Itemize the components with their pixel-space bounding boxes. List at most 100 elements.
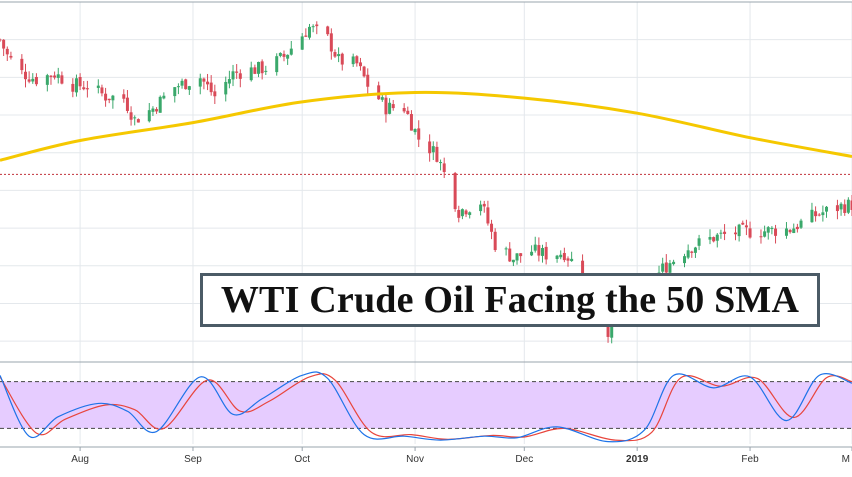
candle-down: [260, 61, 264, 74]
candle-up: [198, 78, 202, 87]
candle-down: [282, 53, 286, 57]
x-tick-label: Aug: [71, 454, 89, 465]
candle-down: [107, 98, 111, 101]
candle-down: [442, 163, 446, 173]
candle-down: [490, 223, 494, 232]
candle-up: [133, 117, 137, 119]
candle-down: [78, 77, 82, 87]
candle-up: [697, 238, 701, 246]
candle-down: [788, 229, 792, 233]
candle-down: [304, 35, 308, 37]
candle-down: [0, 39, 2, 41]
candle-down: [744, 225, 748, 228]
candle-up: [180, 80, 184, 86]
candle-up: [224, 81, 228, 95]
candle-down: [155, 109, 159, 112]
candle-down: [817, 214, 821, 216]
candle-down: [2, 39, 6, 49]
candle-up: [559, 254, 563, 258]
candle-up: [737, 224, 741, 237]
candle-down: [508, 248, 512, 262]
candle-up: [31, 78, 35, 82]
candle-up: [388, 102, 392, 114]
candle-down: [326, 26, 330, 35]
candle-down: [850, 200, 852, 210]
candle-down: [82, 87, 86, 90]
candle-down: [125, 97, 129, 111]
candle-down: [391, 104, 395, 109]
candle-down: [409, 114, 413, 131]
candle-up: [231, 71, 235, 80]
candle-up: [515, 253, 519, 261]
candle-up: [257, 61, 261, 74]
candle-down: [566, 258, 570, 261]
headline-text: WTI Crude Oil Facing the 50 SMA: [220, 279, 800, 321]
candle-down: [60, 75, 64, 84]
candle-down: [774, 228, 778, 236]
candle-up: [74, 78, 78, 93]
price-grid: [0, 1, 852, 448]
candle-down: [362, 66, 366, 77]
candle-down: [136, 119, 140, 123]
candle-down: [843, 204, 847, 213]
candle-down: [34, 76, 38, 85]
candle-up: [431, 146, 435, 153]
headline-box: WTI Crude Oil Facing the 50 SMA: [200, 273, 820, 327]
x-tick-label: Sep: [184, 454, 202, 465]
candle-down: [23, 71, 27, 80]
candle-down: [562, 252, 566, 261]
candle-down: [457, 209, 461, 218]
candle-down: [435, 146, 439, 162]
candle-up: [158, 96, 162, 113]
candle-down: [384, 97, 388, 115]
candle-down: [544, 246, 548, 260]
stochastic-fast-line: [0, 371, 852, 443]
candle-up: [686, 250, 690, 258]
candle-up: [147, 110, 151, 122]
x-tick-label: 2019: [626, 454, 649, 465]
candle-up: [784, 228, 788, 236]
candle-down: [213, 91, 217, 97]
candle-down: [417, 128, 421, 140]
candle-down: [377, 85, 381, 100]
candle-up: [504, 248, 508, 250]
candle-down: [690, 251, 694, 253]
candle-down: [741, 222, 745, 225]
stochastic-band: [0, 381, 852, 429]
candle-up: [275, 56, 279, 73]
candle-up: [672, 261, 676, 265]
candle-up: [286, 54, 290, 59]
candle-down: [100, 87, 104, 94]
candle-down: [486, 207, 490, 224]
stochastic-panel: [0, 371, 852, 443]
candle-down: [482, 203, 486, 207]
candle-down: [453, 172, 457, 210]
candle-down: [27, 79, 31, 82]
candle-down: [406, 110, 410, 114]
candle-down: [537, 245, 541, 256]
candle-up: [249, 67, 253, 81]
candle-down: [493, 231, 497, 251]
candle-up: [708, 237, 712, 240]
candle-down: [814, 211, 818, 217]
x-tick-label: Feb: [741, 454, 759, 465]
candle-down: [664, 262, 668, 273]
candle-up: [839, 203, 843, 210]
candle-up: [570, 258, 574, 262]
candle-up: [56, 74, 60, 78]
candle-down: [209, 82, 213, 93]
candle-down: [129, 112, 133, 120]
candle-down: [366, 74, 370, 87]
candle-down: [835, 205, 839, 212]
candle-up: [162, 95, 166, 99]
candle-down: [759, 236, 763, 238]
candle-down: [71, 83, 75, 92]
candle-down: [402, 107, 406, 112]
candle-up: [683, 256, 687, 264]
candle-up: [187, 86, 191, 90]
candle-down: [49, 75, 53, 77]
candle-up: [45, 75, 49, 85]
candle-down: [104, 93, 108, 101]
candle-up: [763, 231, 767, 237]
x-tick-label: Oct: [294, 454, 310, 465]
